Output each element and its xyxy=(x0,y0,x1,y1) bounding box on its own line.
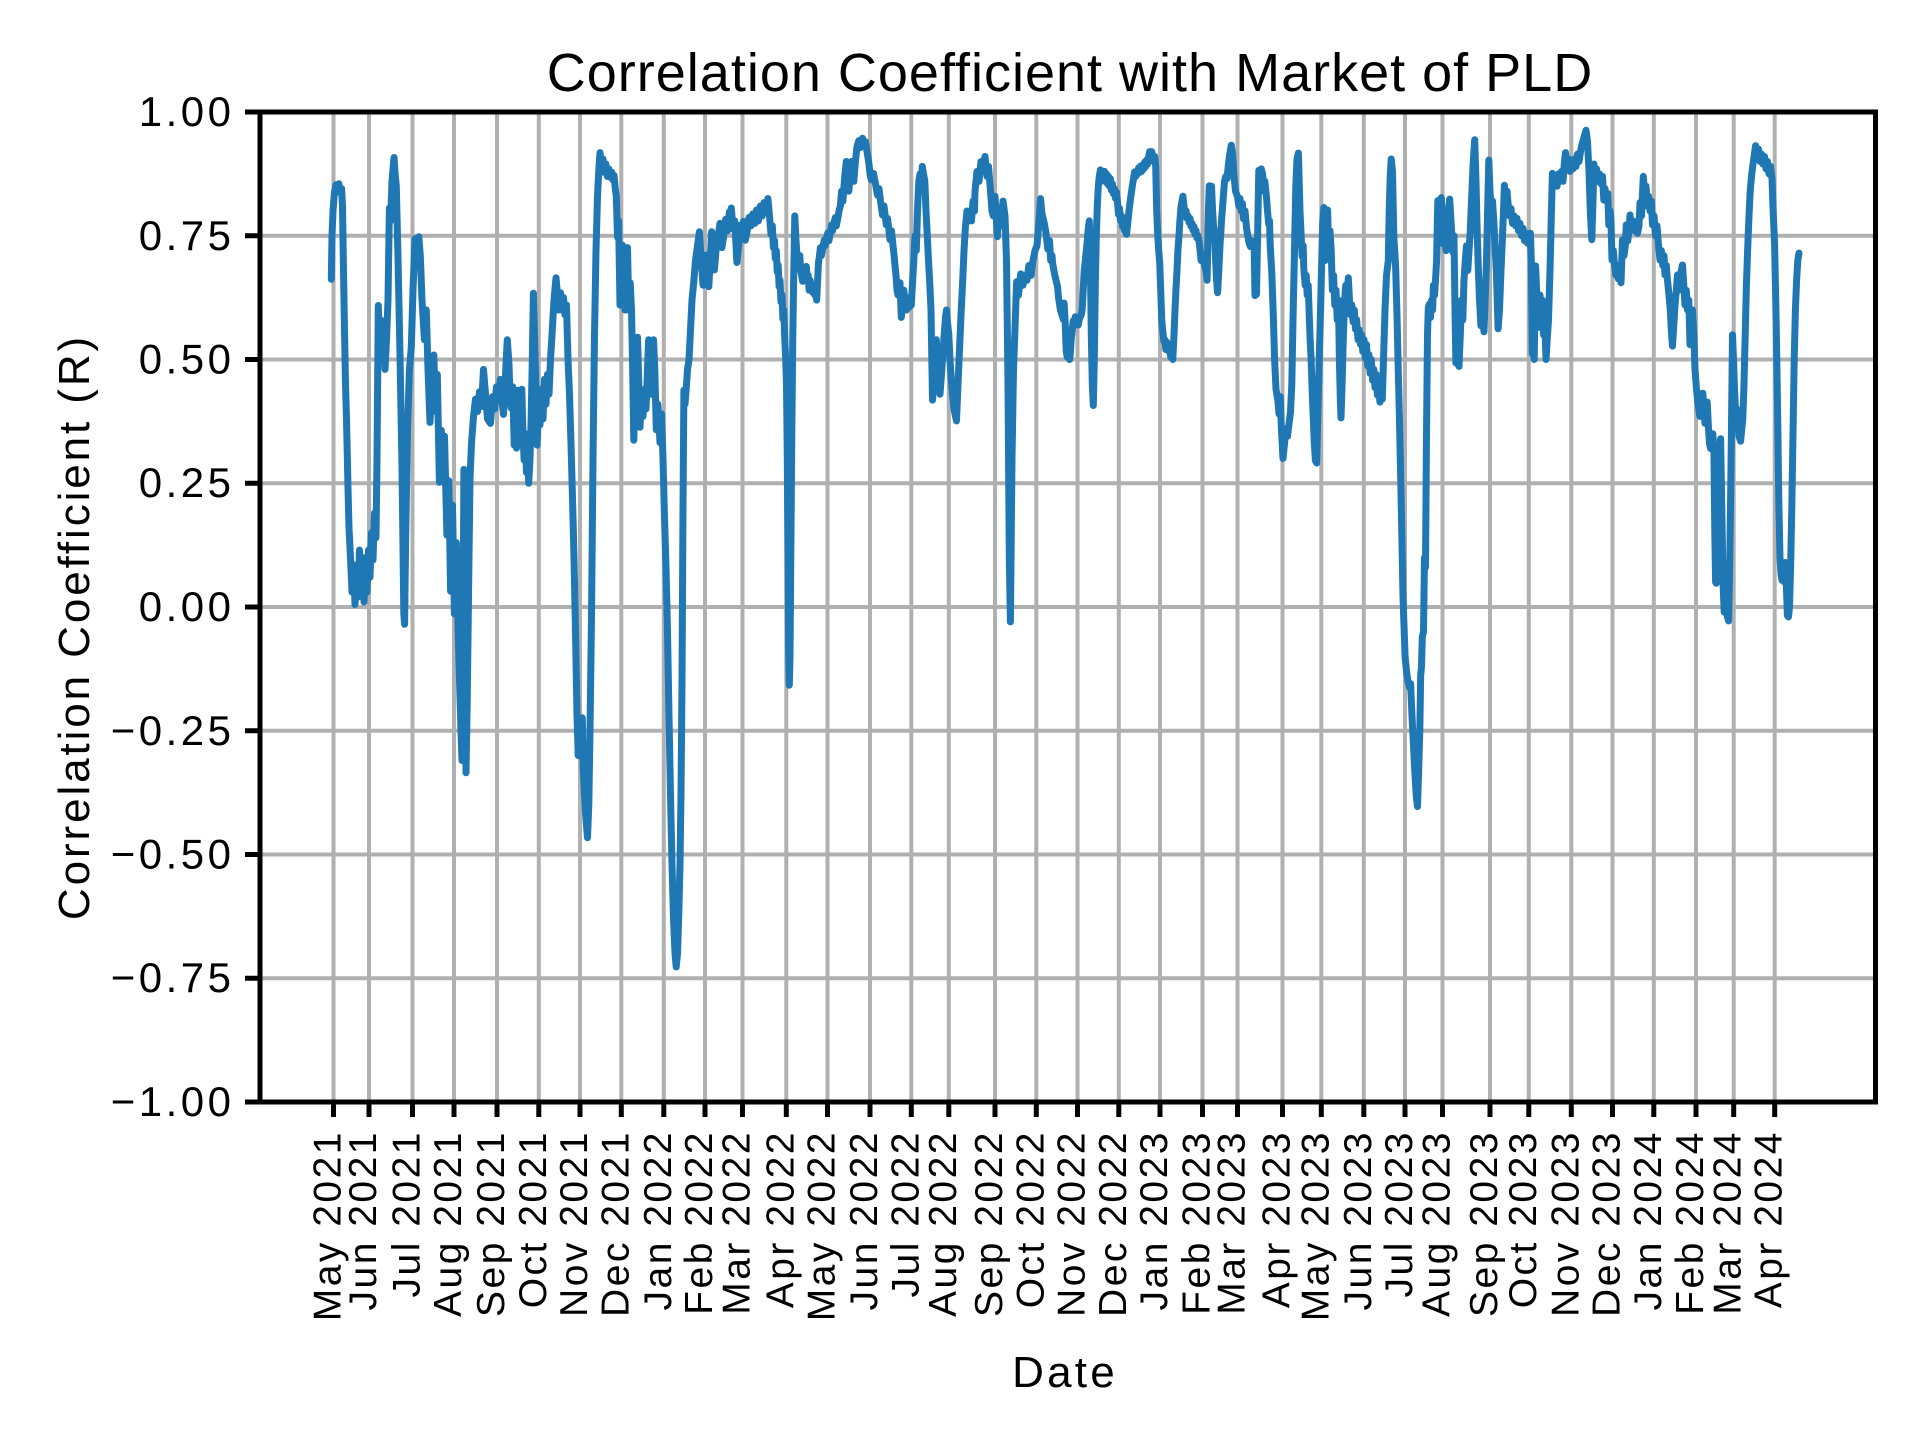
svg-text:Dec 2022: Dec 2022 xyxy=(1092,1130,1135,1317)
svg-text:0.00: 0.00 xyxy=(139,583,235,630)
svg-text:Oct 2023: Oct 2023 xyxy=(1502,1130,1545,1308)
svg-text:0.75: 0.75 xyxy=(139,212,235,259)
svg-text:Feb 2022: Feb 2022 xyxy=(678,1130,721,1315)
svg-text:Jun 2023: Jun 2023 xyxy=(1337,1130,1380,1310)
svg-text:May 2021: May 2021 xyxy=(307,1130,350,1321)
svg-text:Aug 2021: Aug 2021 xyxy=(427,1130,470,1317)
svg-text:−0.50: −0.50 xyxy=(111,831,235,878)
svg-text:May 2023: May 2023 xyxy=(1294,1130,1337,1321)
svg-text:Apr 2024: Apr 2024 xyxy=(1748,1130,1791,1308)
svg-text:Correlation Coefficient (R): Correlation Coefficient (R) xyxy=(50,334,99,920)
svg-text:−1.00: −1.00 xyxy=(111,1078,235,1125)
svg-text:Sep 2021: Sep 2021 xyxy=(470,1130,513,1317)
svg-text:0.50: 0.50 xyxy=(139,336,235,383)
svg-text:Jul 2021: Jul 2021 xyxy=(386,1130,429,1297)
svg-text:Nov 2023: Nov 2023 xyxy=(1544,1130,1587,1317)
svg-text:Jul 2023: Jul 2023 xyxy=(1378,1130,1421,1297)
svg-text:Sep 2023: Sep 2023 xyxy=(1463,1130,1506,1317)
svg-text:−0.75: −0.75 xyxy=(111,954,235,1001)
svg-text:May 2022: May 2022 xyxy=(801,1130,844,1321)
svg-text:Jan 2024: Jan 2024 xyxy=(1627,1130,1670,1310)
svg-text:Aug 2022: Aug 2022 xyxy=(922,1130,965,1317)
svg-text:Oct 2022: Oct 2022 xyxy=(1009,1130,1052,1308)
svg-text:Mar 2022: Mar 2022 xyxy=(716,1130,759,1315)
svg-text:Mar 2024: Mar 2024 xyxy=(1707,1130,1750,1315)
svg-text:Sep 2022: Sep 2022 xyxy=(968,1130,1011,1317)
svg-text:Feb 2024: Feb 2024 xyxy=(1669,1130,1712,1315)
svg-text:Jan 2022: Jan 2022 xyxy=(637,1130,680,1310)
svg-text:Oct 2021: Oct 2021 xyxy=(512,1130,555,1308)
svg-text:Nov 2022: Nov 2022 xyxy=(1051,1130,1094,1317)
svg-text:Feb 2023: Feb 2023 xyxy=(1176,1130,1219,1315)
svg-text:Correlation Coefficient with M: Correlation Coefficient with Market of P… xyxy=(547,43,1593,103)
svg-text:Nov 2021: Nov 2021 xyxy=(553,1130,596,1317)
svg-text:Dec 2023: Dec 2023 xyxy=(1586,1130,1629,1317)
svg-text:1.00: 1.00 xyxy=(139,88,235,135)
svg-text:Jan 2023: Jan 2023 xyxy=(1133,1130,1176,1310)
svg-text:Date: Date xyxy=(1012,1348,1118,1397)
svg-text:Dec 2021: Dec 2021 xyxy=(594,1130,637,1317)
svg-text:Jun 2022: Jun 2022 xyxy=(843,1130,886,1310)
svg-text:Aug 2023: Aug 2023 xyxy=(1416,1130,1459,1317)
svg-text:Jun 2021: Jun 2021 xyxy=(342,1130,385,1310)
svg-text:−0.25: −0.25 xyxy=(111,707,235,754)
svg-text:Mar 2023: Mar 2023 xyxy=(1211,1130,1254,1315)
svg-text:Apr 2023: Apr 2023 xyxy=(1256,1130,1299,1308)
svg-text:Jul 2022: Jul 2022 xyxy=(884,1130,927,1297)
svg-text:0.25: 0.25 xyxy=(139,459,235,506)
svg-text:Apr 2022: Apr 2022 xyxy=(759,1130,802,1308)
